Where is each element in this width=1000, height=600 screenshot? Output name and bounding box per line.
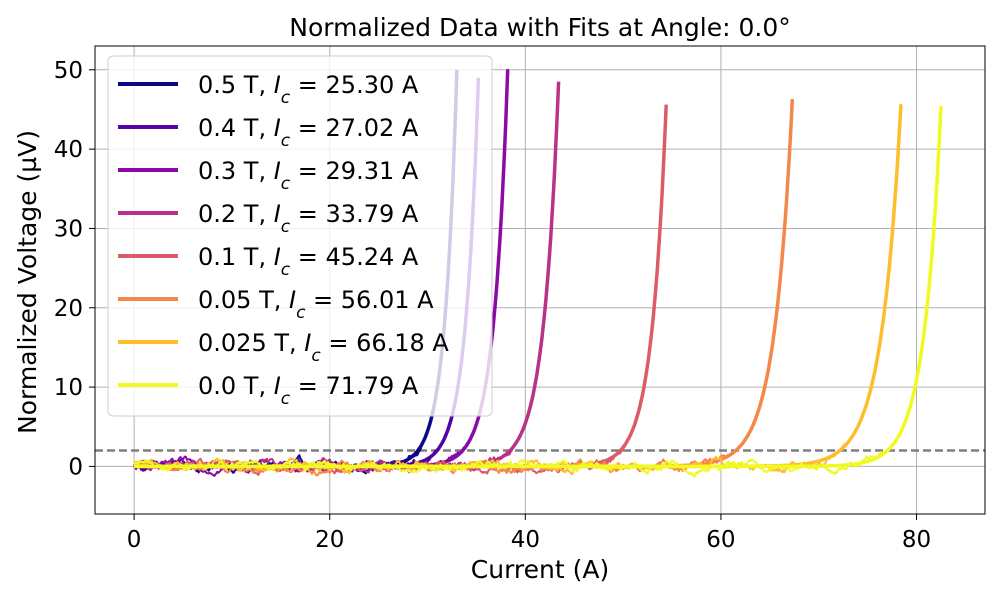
legend-item: 0.2 T, Ic = 33.79 A	[118, 200, 419, 237]
x-tick-label: 0	[127, 527, 142, 553]
y-tick-label: 0	[68, 454, 83, 480]
legend-label: 0.025 T, Ic = 66.18 A	[198, 329, 449, 366]
y-tick-label: 10	[54, 375, 83, 401]
legend-item: 0.025 T, Ic = 66.18 A	[118, 329, 449, 366]
y-tick-label: 20	[54, 296, 83, 322]
legend-label: 0.05 T, Ic = 56.01 A	[198, 286, 434, 323]
legend-item: 0.4 T, Ic = 27.02 A	[118, 114, 419, 151]
x-tick-label: 60	[706, 527, 735, 553]
x-tick-label: 20	[315, 527, 344, 553]
legend-item: 0.5 T, Ic = 25.30 A	[118, 71, 419, 108]
legend-label: 0.3 T, Ic = 29.31 A	[198, 157, 419, 194]
y-tick-label: 40	[54, 137, 83, 163]
y-tick-label: 50	[54, 58, 83, 84]
legend-label: 0.5 T, Ic = 25.30 A	[198, 71, 419, 108]
y-tick-label: 30	[54, 216, 83, 242]
x-tick-label: 40	[511, 527, 540, 553]
legend-label: 0.1 T, Ic = 45.24 A	[198, 243, 419, 280]
plot-frame	[94, 45, 986, 515]
legend-item: 0.3 T, Ic = 29.31 A	[118, 157, 419, 194]
legend-item: 0.05 T, Ic = 56.01 A	[118, 286, 434, 323]
x-tick-label: 80	[902, 527, 931, 553]
legend-item: 0.1 T, Ic = 45.24 A	[118, 243, 419, 280]
axis-ticks: 0 20 40 60 80 0 10 20 30 40 50	[54, 58, 931, 553]
y-axis-label: Normalized Voltage (µV)	[13, 130, 42, 434]
x-axis-label: Current (A)	[471, 555, 609, 584]
legend-label: 0.2 T, Ic = 33.79 A	[198, 200, 419, 237]
legend-label: 0.4 T, Ic = 27.02 A	[198, 114, 419, 151]
legend-box	[107, 55, 493, 417]
legend-item: 0.0 T, Ic = 71.79 A	[118, 372, 419, 409]
series-lines	[133, 68, 943, 478]
series-fit-line	[133, 106, 943, 469]
chart-title: Normalized Data with Fits at Angle: 0.0°	[289, 13, 790, 42]
legend-label: 0.0 T, Ic = 71.79 A	[198, 372, 419, 409]
legend: 0.5 T, Ic = 25.30 A 0.4 T, Ic = 27.02 A 0.…	[107, 55, 493, 417]
